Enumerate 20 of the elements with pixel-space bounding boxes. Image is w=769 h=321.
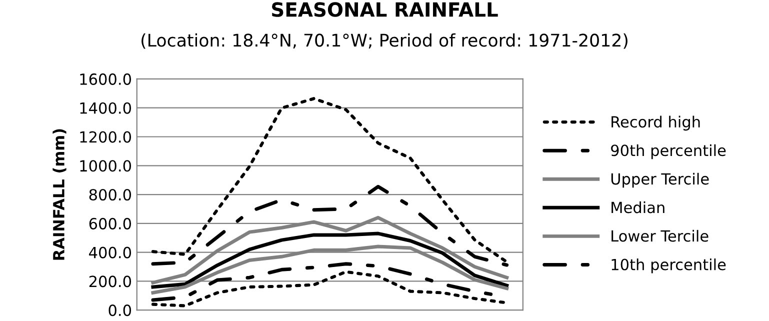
chart-title: SEASONAL RAINFALL (272, 2, 498, 17)
legend-label: Median (612, 201, 664, 214)
y-tick-label: 1600.0 (80, 73, 132, 85)
line-series (151, 232, 509, 289)
y-tick-label: 0.0 (108, 304, 132, 316)
line-series (151, 97, 508, 264)
legend-label: Lower Tercile (612, 230, 708, 242)
legend-label: Upper Tercile (611, 172, 709, 188)
y-axis-title: RAINFALL (mm) (52, 129, 66, 260)
y-tick-label: 200.0 (89, 276, 132, 288)
legend-label: 10th percentile (612, 258, 726, 274)
y-tick-label: 1000.0 (80, 160, 132, 172)
legend-label: Record high (612, 116, 700, 131)
y-tick-label: 800.0 (89, 188, 132, 201)
y-tick-label: 1400.0 (80, 102, 132, 114)
chart-subtitle: (Location: 18.4°N, 70.1°W; Period of record: 1971-2012) (142, 33, 628, 49)
legend-label: 90th percentile (611, 144, 726, 160)
y-tick-label: 600.0 (89, 218, 132, 230)
y-tick-label: 1200.0 (80, 131, 132, 143)
y-tick-label: 400.0 (89, 246, 132, 258)
